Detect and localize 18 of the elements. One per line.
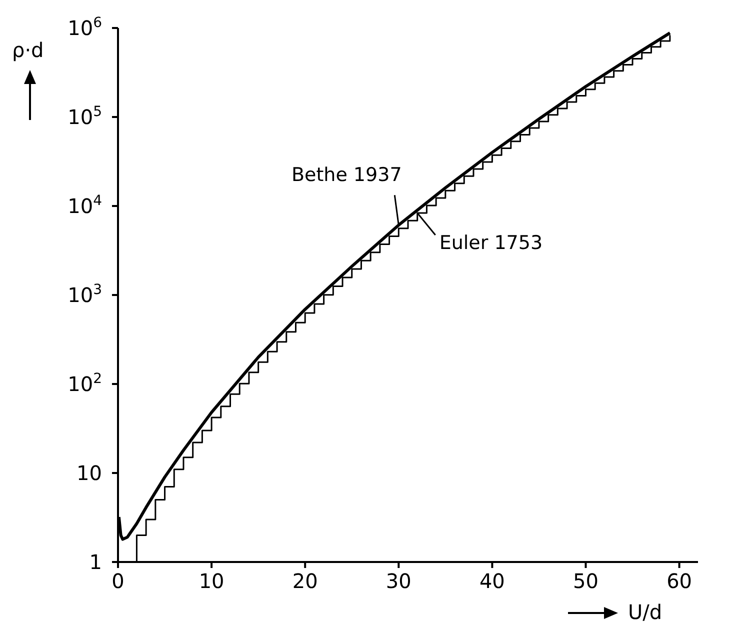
y-axis-title: ρ·d <box>12 38 44 62</box>
y-tick-label: 10 <box>76 461 102 485</box>
x-tick-label: 20 <box>292 569 318 593</box>
y-tick-label: 10$^{6}$ <box>68 15 102 40</box>
y-tick-label: 10$^{4}$ <box>68 193 102 218</box>
x-tick-label: 10 <box>198 569 224 593</box>
y-tick-label: 10$^{3}$ <box>68 282 102 307</box>
series-label: Bethe 1937 <box>291 164 402 186</box>
x-tick-label: 50 <box>573 569 598 593</box>
x-tick-label: 40 <box>479 569 505 593</box>
x-tick-label: 30 <box>386 569 412 593</box>
x-axis-title: U/d <box>628 600 662 624</box>
y-tick-label: 10$^{5}$ <box>68 104 102 129</box>
y-tick-label: 1 <box>89 550 102 574</box>
x-tick-label: 0 <box>112 569 124 593</box>
y-tick-label: 10$^{2}$ <box>68 371 102 396</box>
legend-label: Euler 1753 <box>439 232 543 254</box>
x-tick-label: 60 <box>666 569 692 593</box>
